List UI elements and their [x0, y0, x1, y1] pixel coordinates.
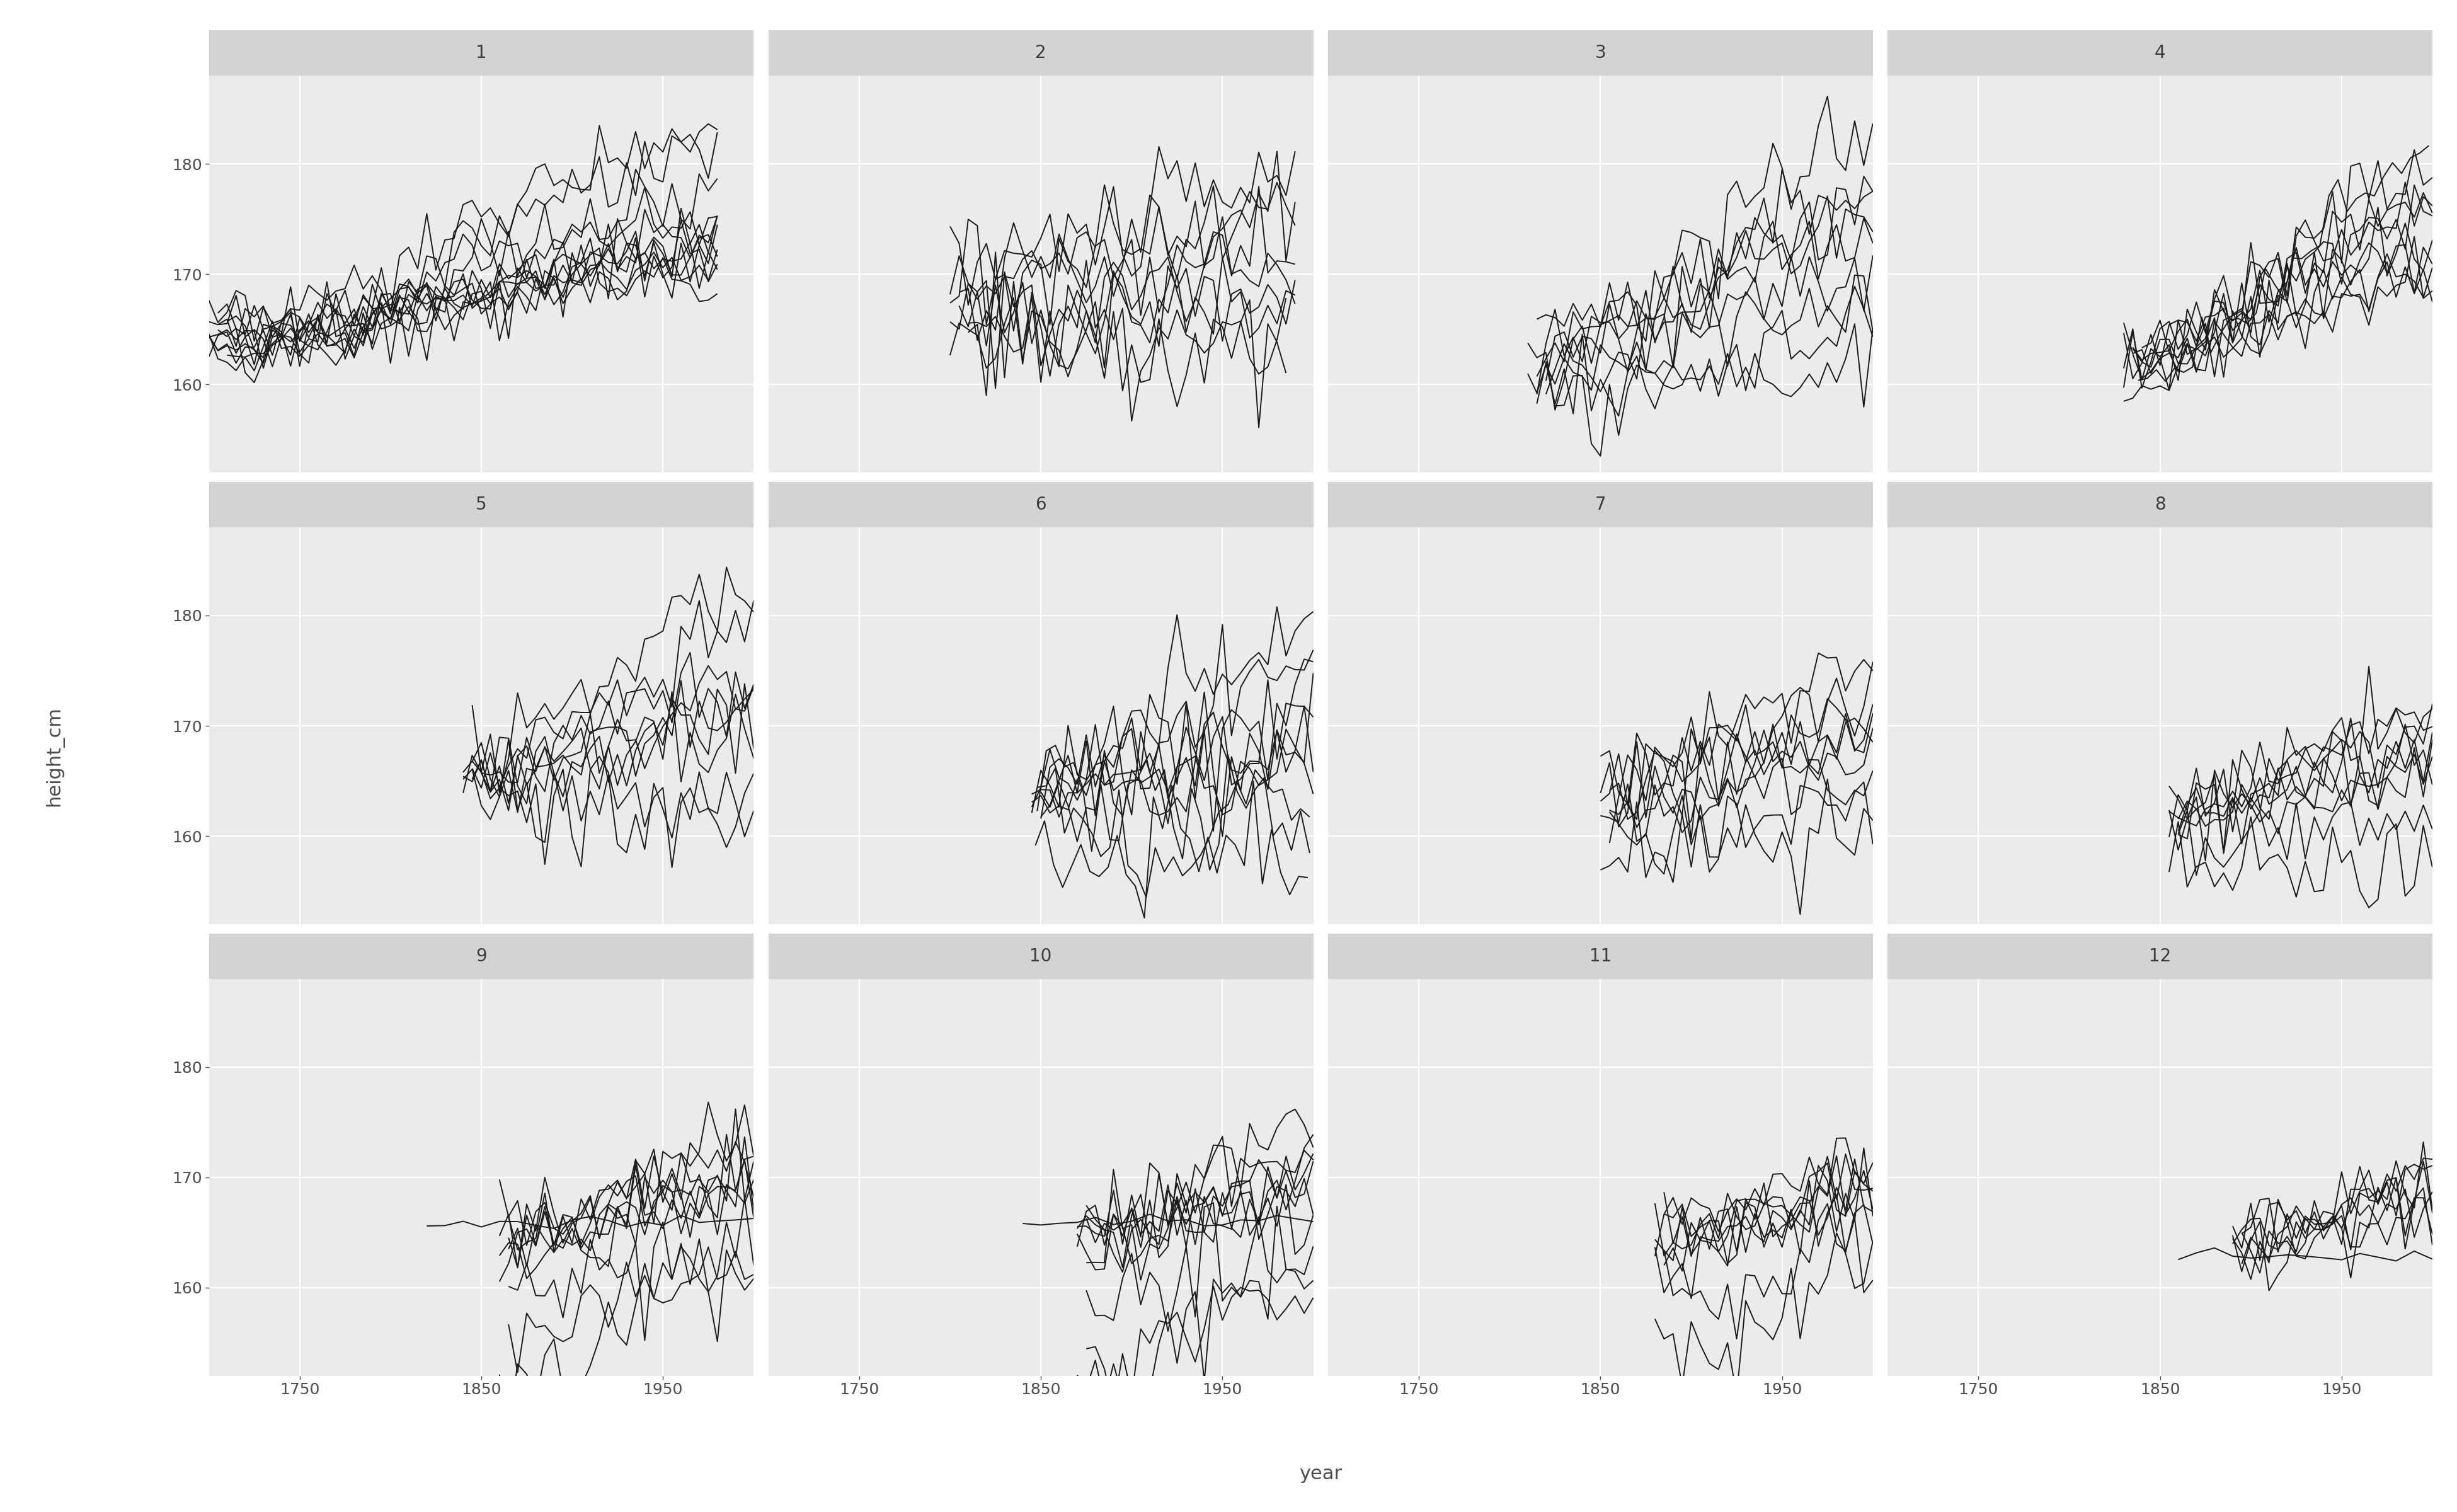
Text: 2: 2: [1034, 44, 1047, 62]
Text: 1: 1: [477, 44, 486, 62]
Text: 11: 11: [1590, 947, 1612, 965]
Text: 6: 6: [1034, 496, 1047, 513]
Text: 3: 3: [1595, 44, 1607, 62]
Text: height_cm: height_cm: [44, 706, 64, 806]
Text: 7: 7: [1595, 496, 1607, 513]
Text: year: year: [1300, 1465, 1342, 1483]
Text: 9: 9: [477, 947, 486, 965]
Text: 4: 4: [2155, 44, 2165, 62]
Text: 8: 8: [2155, 496, 2165, 513]
Text: 12: 12: [2150, 947, 2172, 965]
Text: 10: 10: [1029, 947, 1052, 965]
Text: 5: 5: [477, 496, 486, 513]
